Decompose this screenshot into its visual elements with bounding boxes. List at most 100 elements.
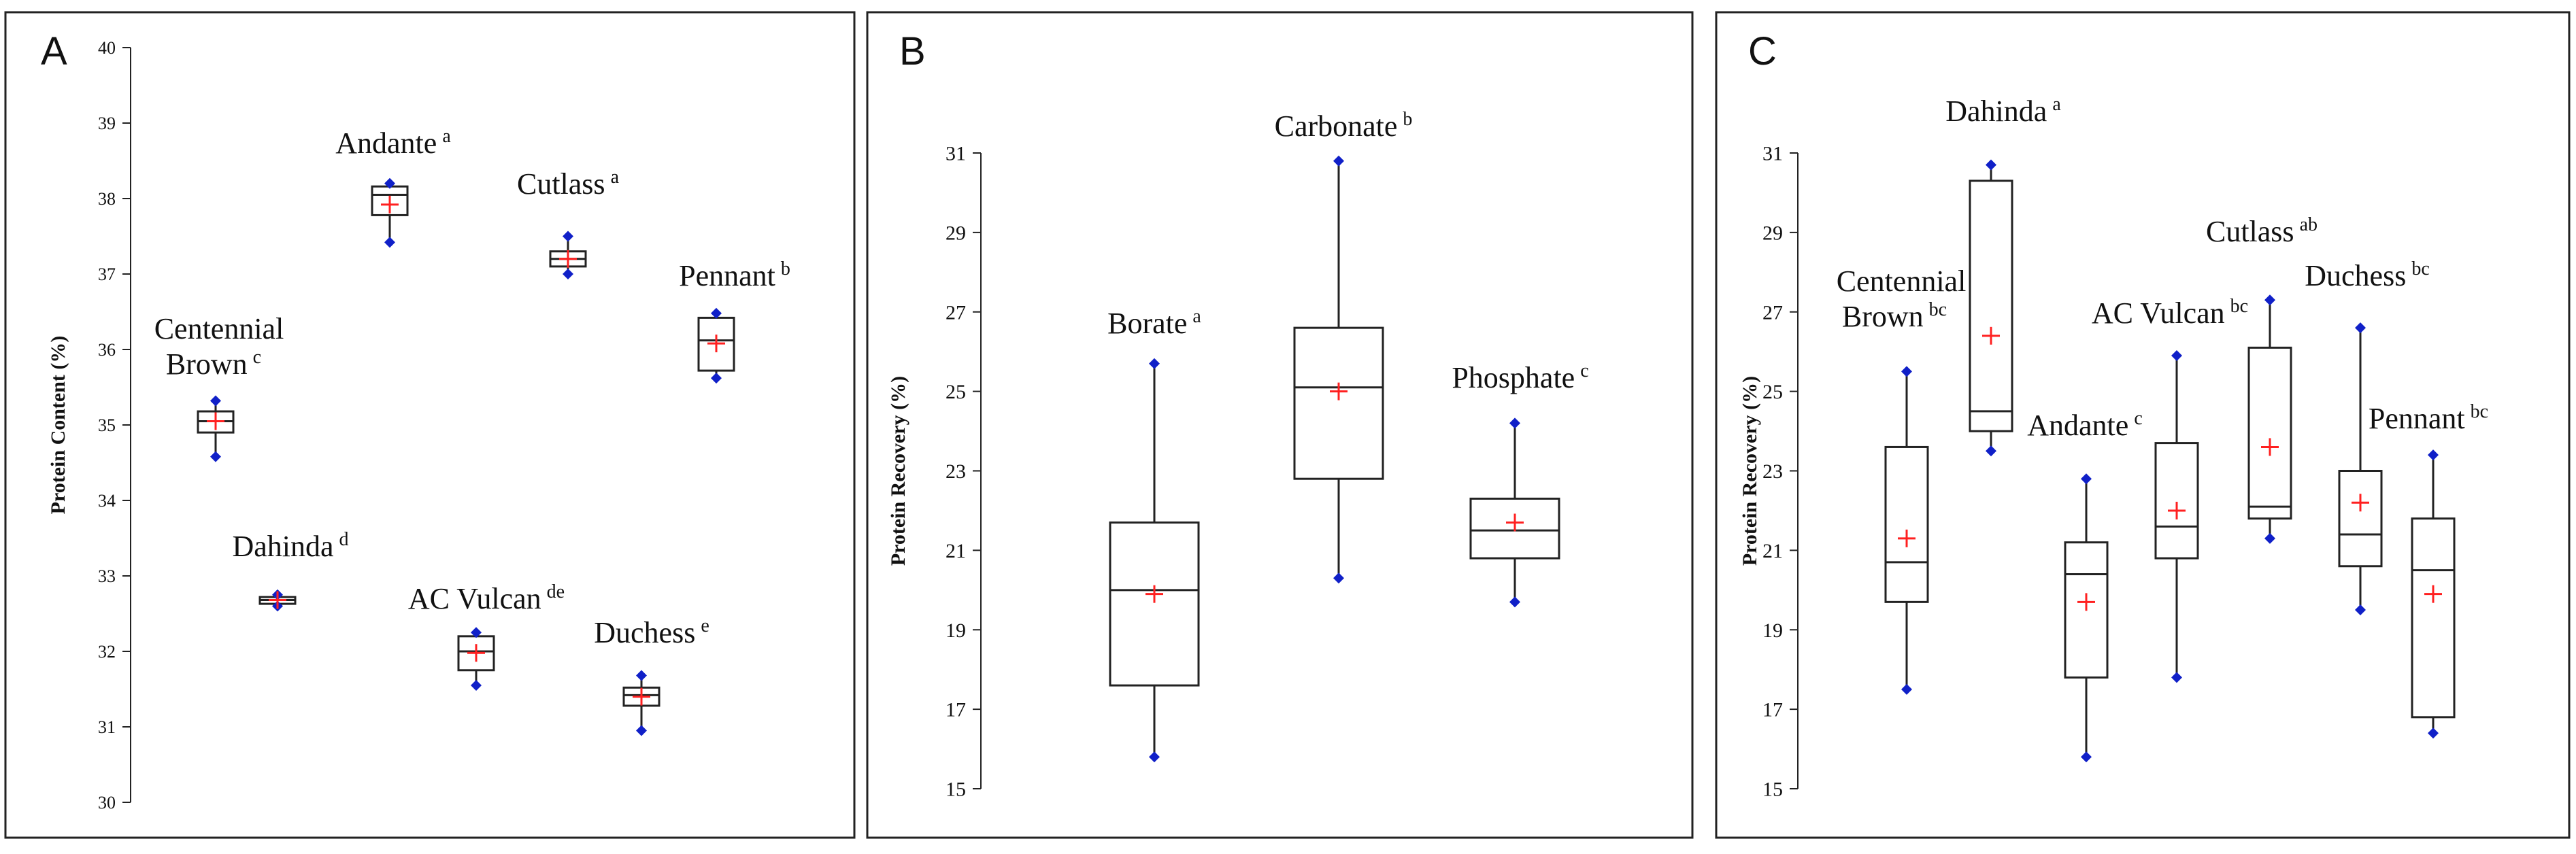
y-tick-label: 25 — [1762, 381, 1783, 403]
category-label: Phosphate c — [1452, 360, 1588, 394]
y-tick-label: 25 — [946, 381, 966, 403]
box-iqr — [1969, 180, 2013, 432]
y-tick-label: 17 — [946, 699, 966, 721]
max-marker — [1333, 155, 1344, 167]
y-tick-label: 29 — [1762, 222, 1783, 244]
box-iqr — [2411, 517, 2456, 719]
min-marker — [711, 373, 722, 384]
min-marker — [1901, 683, 1912, 695]
category-name: Andante — [335, 126, 437, 160]
box-andante: Andante a — [335, 126, 451, 248]
y-tick-label: 40 — [98, 38, 116, 58]
category-name: Duchess — [594, 616, 695, 649]
significance-letter: c — [1580, 360, 1588, 381]
min-marker — [2081, 751, 2092, 763]
y-tick-label: 37 — [98, 264, 116, 284]
box-pennant: Pennant bc — [2369, 401, 2488, 739]
box-duchess: Duchess bc — [2305, 258, 2430, 616]
category-name: Phosphate — [1452, 361, 1575, 394]
box-cutlass: Cutlass a — [517, 167, 620, 279]
category-label: Brown bc — [1842, 299, 1947, 333]
significance-letter: d — [339, 529, 349, 550]
y-tick-label: 29 — [946, 222, 966, 244]
significance-letter: a — [2052, 94, 2061, 115]
significance-letter: bc — [2230, 296, 2248, 317]
category-name: AC Vulcan — [408, 582, 541, 615]
y-tick-label: 31 — [946, 143, 966, 165]
category-name: Dahinda — [1945, 95, 2047, 128]
significance-letter: a — [442, 126, 451, 147]
significance-letter: bc — [1929, 299, 1947, 320]
panel-letter: A — [41, 29, 67, 73]
category-name: Brown — [1842, 300, 1924, 333]
y-tick-label: 15 — [946, 779, 966, 801]
significance-letter: ab — [2300, 214, 2318, 235]
panel-letter: C — [1748, 29, 1777, 73]
category-label: Pennant bc — [2369, 401, 2488, 435]
y-tick-label: 34 — [98, 491, 116, 511]
box-iqr — [1293, 326, 1384, 480]
significance-letter: c — [253, 347, 261, 368]
max-marker — [2171, 350, 2182, 362]
category-name: Cutlass — [517, 167, 605, 201]
box-phosphate: Phosphate c — [1452, 360, 1589, 608]
category-label-line: Centennial — [1837, 264, 1967, 298]
max-marker — [636, 670, 647, 681]
y-tick-label: 38 — [98, 189, 116, 209]
category-label: AC Vulcan de — [408, 581, 565, 615]
category-name: Cutlass — [2206, 215, 2294, 248]
category-name: Pennant — [679, 259, 775, 292]
category-label: Cutlass ab — [2206, 214, 2318, 248]
box-duchess: Duchess e — [594, 615, 709, 736]
category-label: Carbonate b — [1275, 109, 1413, 143]
box-borate: Borate a — [1107, 306, 1201, 763]
max-marker — [2428, 449, 2439, 461]
significance-letter: b — [1403, 109, 1412, 130]
max-marker — [2355, 322, 2366, 334]
min-marker — [1149, 751, 1160, 763]
max-marker — [711, 307, 722, 319]
y-tick-label: 31 — [1762, 143, 1783, 165]
category-label: Dahinda d — [232, 529, 348, 563]
box-iqr — [2338, 470, 2383, 568]
significance-letter: e — [701, 615, 709, 636]
y-tick-label: 35 — [98, 415, 116, 435]
max-marker — [1986, 159, 1996, 171]
min-marker — [471, 679, 482, 691]
y-tick-label: 21 — [1762, 540, 1783, 562]
y-tick-label: 21 — [946, 540, 966, 562]
min-marker — [1986, 445, 1996, 457]
significance-letter: de — [547, 581, 565, 602]
y-tick-label: 27 — [946, 301, 966, 324]
min-marker — [636, 725, 647, 736]
y-axis-title: Protein Recovery (%) — [1739, 376, 1761, 566]
max-marker — [210, 395, 221, 407]
category-name: Carbonate — [1275, 109, 1398, 143]
box-andante: Andante c — [2027, 408, 2143, 763]
category-name: Dahinda — [232, 530, 333, 563]
category-name: Borate — [1107, 307, 1187, 340]
max-marker — [1149, 358, 1160, 369]
max-marker — [384, 177, 395, 189]
box-iqr — [1109, 521, 1200, 687]
category-label: Cutlass a — [517, 167, 620, 201]
box-ac-vulcan: AC Vulcan bc — [2092, 296, 2248, 683]
significance-letter: a — [1192, 306, 1201, 327]
category-label: Duchess bc — [2305, 258, 2430, 292]
y-tick-label: 31 — [98, 717, 116, 737]
max-marker — [1509, 417, 1520, 429]
min-marker — [1509, 596, 1520, 608]
panel-frame — [866, 11, 1694, 839]
significance-letter: bc — [2471, 401, 2488, 422]
category-name: AC Vulcan — [2092, 296, 2225, 330]
min-marker — [210, 451, 221, 462]
max-marker — [563, 230, 573, 242]
min-marker — [2171, 672, 2182, 683]
category-name: Centennial — [154, 312, 284, 345]
min-marker — [384, 237, 395, 248]
category-label: AC Vulcan bc — [2092, 296, 2248, 330]
category-name: Centennial — [1837, 264, 1967, 298]
y-tick-label: 27 — [1762, 301, 1783, 324]
